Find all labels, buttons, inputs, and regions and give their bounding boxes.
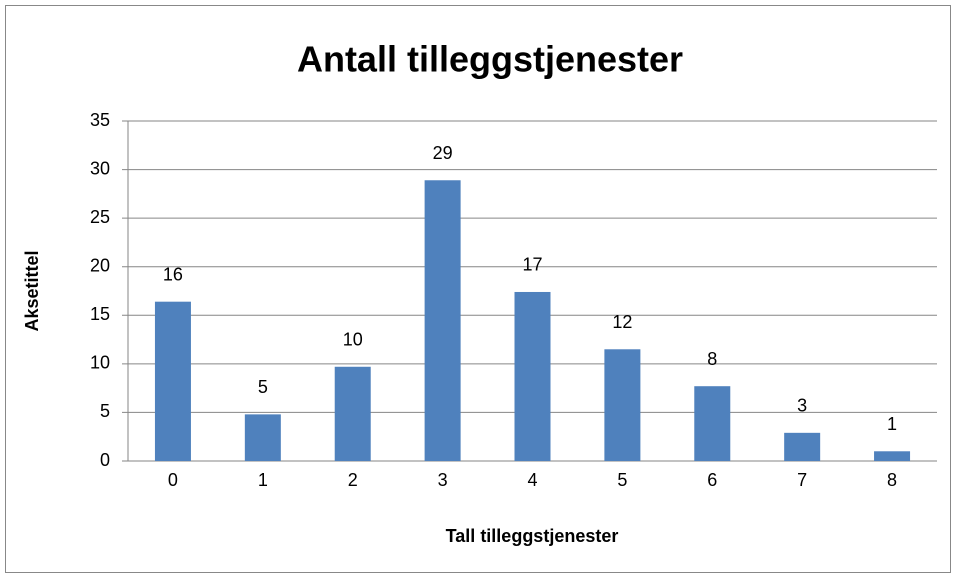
bar (244, 414, 281, 461)
x-tick-label: 6 (707, 470, 717, 490)
data-label: 16 (163, 264, 183, 284)
data-label: 29 (433, 143, 453, 163)
x-tick-label: 5 (617, 470, 627, 490)
data-label: 10 (343, 330, 363, 350)
y-tick-label: 0 (100, 450, 110, 470)
chart-title: Antall tilleggstjenester (297, 39, 683, 80)
y-tick-label: 35 (90, 110, 110, 130)
y-tick-label: 15 (90, 304, 110, 324)
y-tick-label: 30 (90, 158, 110, 178)
x-tick-label: 7 (797, 470, 807, 490)
data-label: 12 (612, 312, 632, 332)
y-tick-label: 20 (90, 255, 110, 275)
x-tick-label: 8 (887, 470, 897, 490)
bar (334, 366, 371, 461)
data-label: 17 (522, 255, 542, 275)
bar (694, 386, 731, 461)
x-tick-label: 2 (348, 470, 358, 490)
bar (784, 432, 821, 461)
bar (154, 301, 191, 461)
y-axis-title: Aksetittel (22, 250, 42, 331)
x-tick-label: 1 (258, 470, 268, 490)
bar (514, 291, 551, 461)
bar (424, 180, 461, 461)
data-label: 3 (797, 396, 807, 416)
x-tick-label: 3 (438, 470, 448, 490)
data-label: 1 (887, 414, 897, 434)
bar (604, 349, 641, 461)
y-tick-label: 5 (100, 401, 110, 421)
chart-border (5, 5, 951, 573)
y-tick-label: 10 (90, 353, 110, 373)
y-tick-label: 25 (90, 207, 110, 227)
data-label: 8 (707, 349, 717, 369)
x-axis-title: Tall tilleggstjenester (446, 526, 619, 546)
data-label: 5 (258, 377, 268, 397)
x-tick-label: 4 (527, 470, 537, 490)
x-tick-label: 0 (168, 470, 178, 490)
bar (874, 451, 911, 461)
